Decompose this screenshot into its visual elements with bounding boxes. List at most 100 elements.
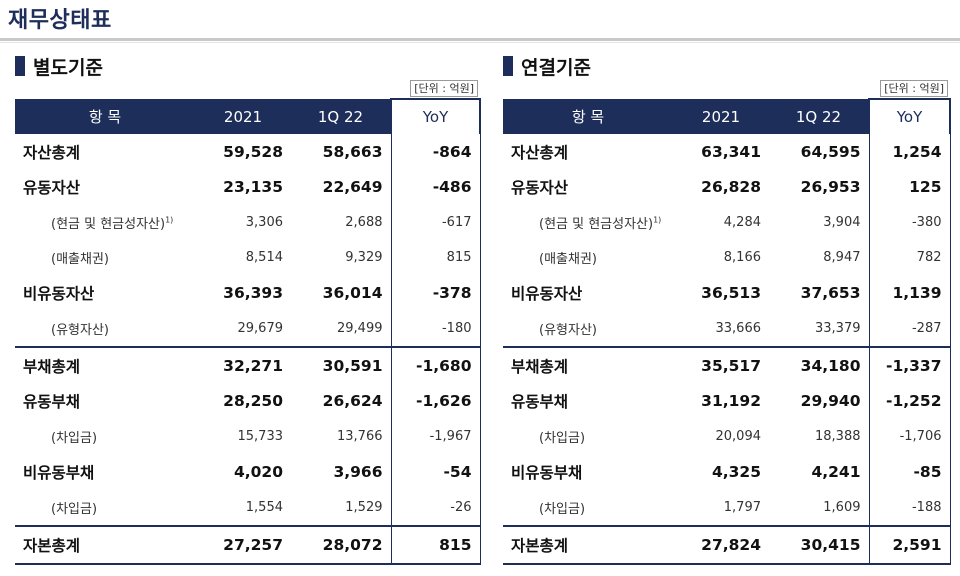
row-label: (유형자산) xyxy=(15,311,195,347)
separate-section-title: 별도기준 xyxy=(33,56,103,79)
row-label-text: (차입금) xyxy=(51,502,98,518)
table-row: 유동부채 28,250 26,624 -1,626 xyxy=(15,383,481,420)
table-row: 유동자산 23,135 22,649 -486 xyxy=(15,169,481,205)
value-2021: 33,666 xyxy=(715,321,762,337)
header-yoy: YoY xyxy=(390,98,481,134)
row-label: 유동자산 xyxy=(503,169,673,204)
table-row: 자본총계 27,257 28,072 815 xyxy=(15,525,481,565)
value-yoy: -1,680 xyxy=(390,346,481,384)
value-yoy: -85 xyxy=(868,454,951,490)
value-yoy: -1,706 xyxy=(868,419,951,455)
value-2021: 35,517 xyxy=(673,346,769,384)
separate-section-header: 별도기준 xyxy=(15,52,480,80)
value-yoy: -26 xyxy=(390,489,481,527)
table-row: 자산총계 59,528 58,663 -864 xyxy=(15,134,481,170)
value-1q22: 34,180 xyxy=(769,346,869,384)
separate-table-body: 자산총계 59,528 58,663 -864 유동자산 23,135 22,649 -486… xyxy=(15,134,481,565)
row-label: (차입금) xyxy=(15,490,195,526)
value-yoy: 782 xyxy=(868,240,951,276)
row-label-text: 비유동자산 xyxy=(23,285,95,304)
row-label-text: 유동부채 xyxy=(23,393,81,412)
value-1q22: 26,953 xyxy=(800,178,861,197)
header-1q22: 1Q 22 xyxy=(291,99,391,134)
value-1q22: 64,595 xyxy=(800,142,861,161)
consolidated-table-body: 자산총계 63,341 64,595 1,254 유동자산 26,828 26,953 125… xyxy=(503,134,951,565)
separate-balance-table: 항 목 2021 1Q 22 YoY 자산총계 59,528 58,663 -864 유… xyxy=(15,98,481,565)
value-2021: 23,135 xyxy=(223,178,283,197)
row-label-text: 비유동부채 xyxy=(511,464,583,483)
row-label: 자본총계 xyxy=(503,525,673,565)
value-yoy: 2,591 xyxy=(868,525,951,565)
consolidated-section-header: 연결기준 xyxy=(503,52,950,80)
value-2021: 4,020 xyxy=(233,463,283,482)
row-label: (매출채권) xyxy=(503,240,673,275)
value-yoy: 125 xyxy=(868,169,951,205)
value-2021: 4,284 xyxy=(723,214,761,230)
value-1q22: 36,014 xyxy=(322,284,383,303)
row-label-text: 유동자산 xyxy=(23,179,81,198)
row-label-text: (매출채권) xyxy=(539,252,597,268)
row-label: 유동부채 xyxy=(503,384,673,419)
row-label-text: (차입금) xyxy=(51,431,98,447)
value-2021: 27,257 xyxy=(195,525,291,565)
footnote-marker: 1) xyxy=(653,215,662,225)
row-label-text: (유형자산) xyxy=(539,323,597,339)
value-2021: 31,192 xyxy=(701,392,761,411)
row-label: (매출채권) xyxy=(15,240,195,275)
row-label: 자산총계 xyxy=(503,134,673,169)
row-label: (차입금) xyxy=(503,419,673,454)
row-label: 자산총계 xyxy=(15,134,195,169)
value-1q22: 28,072 xyxy=(291,525,391,565)
row-label-text: 부채총계 xyxy=(23,358,81,377)
table-row: 유동자산 26,828 26,953 125 xyxy=(503,169,951,205)
value-1q22: 30,415 xyxy=(769,525,869,565)
row-label: 비유동부채 xyxy=(503,455,673,490)
value-2021: 36,513 xyxy=(701,284,761,303)
value-2021: 32,271 xyxy=(195,346,291,384)
value-yoy: -287 xyxy=(868,310,951,348)
value-1q22: 29,940 xyxy=(800,392,861,411)
table-row: (차입금) 15,733 13,766 -1,967 xyxy=(15,419,481,455)
row-label-text: 자산총계 xyxy=(23,143,81,162)
table-row: 비유동부채 4,020 3,966 -54 xyxy=(15,454,481,490)
table-row: (차입금) 1,797 1,609 -188 xyxy=(503,489,951,527)
unit-label: [단위 : 억원] xyxy=(410,80,478,97)
consolidated-balance-table: 항 목 2021 1Q 22 YoY 자산총계 63,341 64,595 1,254… xyxy=(503,98,951,565)
table-row: (매출채권) 8,166 8,947 782 xyxy=(503,240,951,276)
row-label-text: 자본총계 xyxy=(511,536,569,555)
value-2021: 8,514 xyxy=(245,250,283,266)
header-yoy: YoY xyxy=(868,98,951,134)
row-label: 자본총계 xyxy=(15,525,195,565)
header-2021: 2021 xyxy=(195,99,291,134)
footnote-marker: 1) xyxy=(165,215,174,225)
value-yoy: -378 xyxy=(390,275,481,311)
header-item: 항 목 xyxy=(503,99,673,134)
consolidated-panel: 연결기준 [단위 : 억원] 항 목 2021 1Q 22 YoY 자산총계 63… xyxy=(503,52,951,565)
value-1q22: 26,624 xyxy=(322,392,383,411)
value-yoy: 815 xyxy=(390,525,481,565)
value-yoy: -180 xyxy=(390,310,481,348)
value-yoy: -1,252 xyxy=(868,383,951,420)
header-item: 항 목 xyxy=(15,99,195,134)
table-row: (현금 및 현금성자산)1) 3,306 2,688 -617 xyxy=(15,204,481,241)
value-yoy: -54 xyxy=(390,454,481,490)
value-1q22: 18,388 xyxy=(815,429,861,445)
section-marker xyxy=(15,56,25,76)
row-label-text: 유동부채 xyxy=(511,393,569,412)
value-2021: 36,393 xyxy=(223,284,283,303)
table-row: (유형자산) 33,666 33,379 -287 xyxy=(503,310,951,348)
section-marker xyxy=(503,56,513,76)
row-label-text: (차입금) xyxy=(539,502,586,518)
value-yoy: -380 xyxy=(868,204,951,241)
value-1q22: 3,904 xyxy=(823,214,861,230)
row-label-text: 부채총계 xyxy=(511,358,569,377)
value-1q22: 29,499 xyxy=(337,321,383,337)
value-2021: 8,166 xyxy=(723,250,761,266)
table-row: 유동부채 31,192 29,940 -1,252 xyxy=(503,383,951,420)
row-label-text: (매출채권) xyxy=(51,252,109,268)
value-1q22: 9,329 xyxy=(345,250,383,266)
value-1q22: 37,653 xyxy=(800,284,861,303)
value-2021: 26,828 xyxy=(701,178,761,197)
value-1q22: 4,241 xyxy=(811,463,861,482)
row-label-text: (현금 및 현금성자산) xyxy=(51,216,166,232)
